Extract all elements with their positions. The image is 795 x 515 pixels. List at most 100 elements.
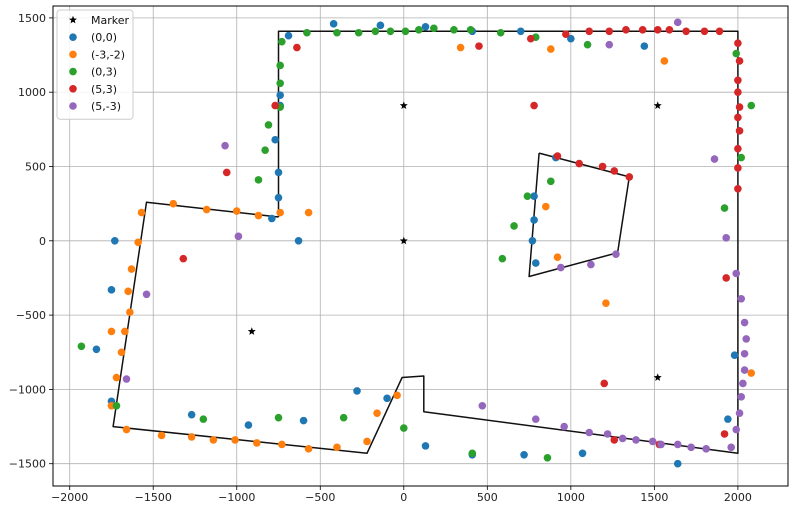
data-point [715,27,724,36]
data-point [276,208,284,217]
x-tick-label: 1000 [557,491,585,504]
data-point [401,27,410,36]
data-point [371,27,380,36]
data-point [333,443,341,452]
data-point [107,327,116,336]
x-tick-label: −500 [305,491,335,504]
data-point [303,28,311,37]
data-point [373,409,381,417]
legend-marker-star [69,15,77,24]
data-point [386,27,395,36]
legend-label: (0,0) [91,31,117,44]
data-point [578,449,587,458]
data-point [585,27,594,36]
data-point [583,40,592,49]
data-point [222,168,231,177]
data-point [121,327,129,336]
data-point [430,24,438,33]
data-point [111,236,119,245]
data-point [622,25,630,34]
data-point [363,437,371,446]
data-point [122,425,131,434]
data-point [526,34,535,43]
data-point [722,274,730,282]
data-point [92,345,101,354]
marker-star [653,101,662,109]
data-point [673,459,682,468]
data-point [673,440,682,449]
data-point [541,202,550,211]
data-point [640,42,649,50]
data-point [478,401,487,410]
data-point [523,192,532,201]
data-point [739,379,747,388]
data-point [498,254,507,263]
legend-swatch [69,33,77,41]
data-point [376,21,385,30]
legend-swatch [69,102,77,110]
data-point [734,164,742,172]
x-tick-label: −1500 [135,491,172,504]
data-point [284,31,293,40]
data-point [252,439,261,447]
data-point [735,103,744,111]
data-point [466,25,475,34]
plot-frame [52,5,789,487]
data-point [112,373,121,382]
data-point [618,434,627,443]
data-point [734,76,742,85]
data-point [737,393,746,401]
data-point [587,260,595,269]
data-point [254,211,263,220]
data-point [740,349,749,358]
data-point [653,25,662,34]
data-point [657,440,665,449]
legend-label: (5,-3) [91,100,121,113]
data-point [673,18,682,27]
x-tick-label: −1000 [218,491,255,504]
data-point [530,192,538,201]
data-point [687,443,695,452]
data-point [187,433,196,441]
data-point [124,287,132,296]
data-point [304,445,313,453]
data-point [421,442,430,450]
data-points [77,18,756,468]
data-point [602,299,610,308]
data-point [557,263,565,272]
data-point [202,205,211,214]
data-point [702,445,710,453]
x-tick-label: −2000 [51,491,88,504]
data-point [724,415,732,423]
legend: Marker (0,0) (-3,-2) (0,3) (5,3) (5,-3) [56,9,134,120]
data-point [546,177,555,186]
marker-star [399,236,408,245]
data-point [682,27,690,36]
data-point [665,25,674,34]
data-point [520,450,528,459]
data-point [546,45,555,53]
data-point [169,199,178,208]
data-point [421,23,430,31]
data-point [415,25,423,34]
legend-label: (5,3) [91,83,117,96]
data-point [648,437,657,446]
data-point [496,28,505,37]
data-point [274,193,283,202]
data-point [734,184,742,193]
data-point [610,167,619,175]
data-point [234,232,243,241]
y-tick-label: 1500 [18,12,46,25]
data-point [567,34,575,43]
marker-star [399,101,408,109]
marker-star [653,373,662,381]
data-point [600,379,609,388]
data-point [605,40,614,49]
data-point [231,436,239,444]
data-point [333,28,341,37]
data-point [268,214,276,223]
data-point [732,425,741,434]
data-point [737,294,746,303]
